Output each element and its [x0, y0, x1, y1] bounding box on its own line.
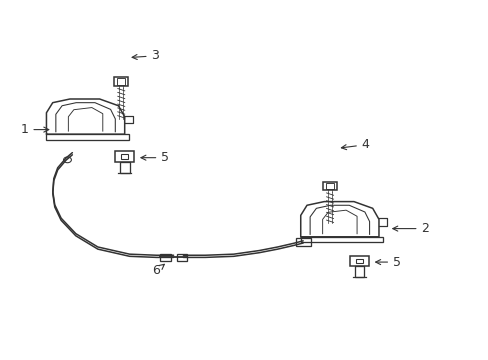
Bar	[176, 254, 187, 261]
Bar	[323, 182, 336, 190]
Text: 5: 5	[375, 256, 400, 269]
Bar	[295, 238, 310, 246]
Bar	[121, 154, 128, 159]
Text: 2: 2	[392, 222, 428, 235]
Bar	[115, 151, 134, 162]
Bar	[300, 237, 382, 242]
Text: 3: 3	[132, 49, 159, 62]
Bar	[325, 183, 333, 189]
Bar	[349, 256, 368, 266]
Text: 1: 1	[20, 123, 49, 136]
Bar	[160, 254, 170, 261]
Bar	[114, 77, 128, 86]
Text: 5: 5	[141, 151, 169, 164]
Bar	[117, 78, 125, 85]
Bar	[355, 258, 362, 264]
Text: 4: 4	[341, 138, 369, 151]
Text: 6: 6	[152, 264, 164, 277]
Bar	[120, 162, 129, 173]
Bar	[354, 266, 364, 277]
Bar	[46, 134, 128, 140]
